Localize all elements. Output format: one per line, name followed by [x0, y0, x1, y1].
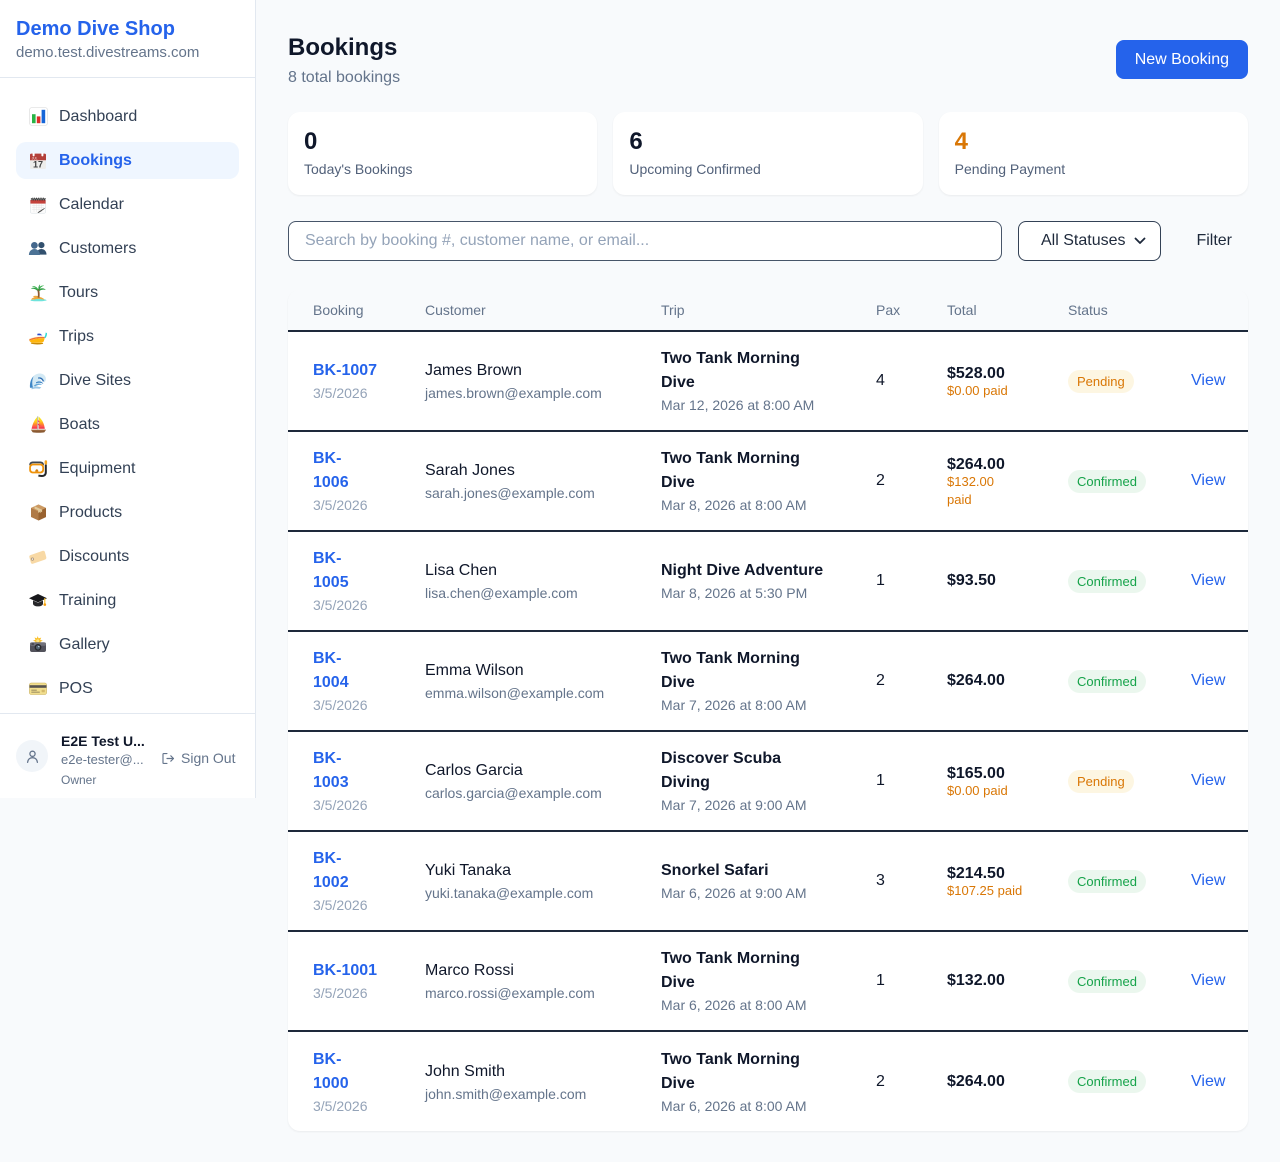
svg-text:JUL: JUL	[32, 156, 38, 160]
svg-text:17: 17	[33, 159, 43, 169]
